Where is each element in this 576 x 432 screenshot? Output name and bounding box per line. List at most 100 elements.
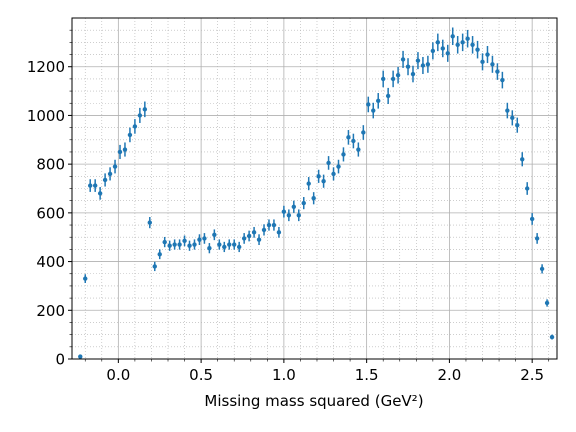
x-tick-label: 1.5 (355, 366, 379, 384)
data-point (544, 300, 550, 306)
data-point (97, 191, 103, 196)
data-point (236, 244, 242, 250)
y-tick-label: 800 (36, 156, 65, 174)
y-tick-label: 0 (55, 351, 65, 369)
data-point (266, 222, 272, 228)
data-point (549, 334, 555, 340)
data-point (361, 130, 366, 135)
data-point (157, 252, 162, 257)
data-point (232, 242, 237, 247)
data-point (187, 243, 192, 248)
data-point (380, 76, 386, 82)
x-tick-label: 2.0 (437, 366, 461, 384)
data-point (405, 64, 411, 69)
data-point (107, 171, 113, 177)
data-point (112, 164, 118, 169)
data-point (460, 40, 465, 45)
x-tick-label: 0.0 (106, 366, 130, 384)
data-point (306, 181, 311, 186)
data-point (172, 242, 177, 247)
data-point (132, 124, 138, 129)
data-point (529, 216, 535, 222)
data-point (251, 230, 257, 235)
plot-frame (71, 17, 558, 360)
data-point (390, 76, 396, 82)
data-point (281, 209, 287, 214)
data-point (485, 52, 490, 57)
data-point (515, 122, 520, 128)
data-point (182, 238, 187, 244)
data-point (261, 227, 267, 233)
data-point (321, 178, 326, 184)
data-point (385, 93, 391, 99)
data-point (331, 171, 336, 177)
data-point (510, 115, 515, 121)
data-point (371, 108, 376, 113)
data-point (450, 34, 455, 39)
y-tick-label: 1200 (27, 58, 65, 76)
data-point (445, 51, 450, 56)
x-tick-label: 2.5 (520, 366, 544, 384)
data-point (162, 239, 167, 245)
data-point (227, 242, 232, 247)
data-point (202, 236, 207, 241)
data-point (207, 245, 212, 251)
data-point (470, 42, 475, 47)
x-axis-label: Missing mass squared (GeV²) (204, 392, 423, 410)
data-point (276, 230, 282, 235)
data-point (395, 73, 401, 78)
data-point (88, 183, 93, 188)
data-point (400, 57, 406, 62)
data-point (147, 220, 152, 225)
y-tick-label: 600 (36, 204, 65, 222)
data-point (217, 242, 222, 247)
data-point (326, 160, 331, 166)
data-point (286, 213, 292, 218)
data-point (142, 107, 148, 112)
data-point (425, 62, 431, 67)
data-point (137, 113, 143, 118)
data-point (539, 266, 545, 272)
data-point (341, 152, 346, 157)
data-point (296, 213, 301, 218)
y-tick-label: 200 (36, 302, 65, 320)
data-point (410, 71, 416, 77)
y-tick-label: 400 (36, 253, 65, 271)
data-point (366, 102, 371, 107)
data-point (127, 132, 133, 138)
data-point (480, 59, 485, 65)
data-point (525, 186, 530, 191)
data-point (505, 108, 510, 113)
data-point (316, 174, 321, 179)
data-point (246, 233, 252, 239)
y-tick-label: 1000 (27, 107, 65, 125)
data-point (376, 98, 381, 104)
data-point (167, 243, 172, 248)
data-point (256, 237, 262, 242)
data-point (500, 77, 505, 83)
x-tick-label: 0.5 (189, 366, 213, 384)
data-point (117, 149, 123, 155)
data-point (222, 244, 227, 250)
data-point (311, 196, 316, 201)
data-point (490, 62, 495, 67)
data-point (102, 177, 108, 183)
data-point (78, 354, 83, 359)
data-point (475, 47, 480, 52)
data-point (197, 237, 202, 242)
data-point (351, 138, 356, 144)
data-point (520, 157, 525, 162)
data-point (241, 236, 247, 241)
data-point (435, 40, 441, 45)
data-point (152, 264, 157, 269)
data-point (301, 200, 306, 206)
data-point (346, 135, 351, 140)
data-point (415, 58, 421, 63)
data-point (495, 69, 500, 74)
data-point (83, 276, 88, 281)
x-tick-label: 1.0 (272, 366, 296, 384)
data-point (177, 242, 182, 247)
data-point (356, 147, 361, 152)
data-point (534, 236, 540, 241)
